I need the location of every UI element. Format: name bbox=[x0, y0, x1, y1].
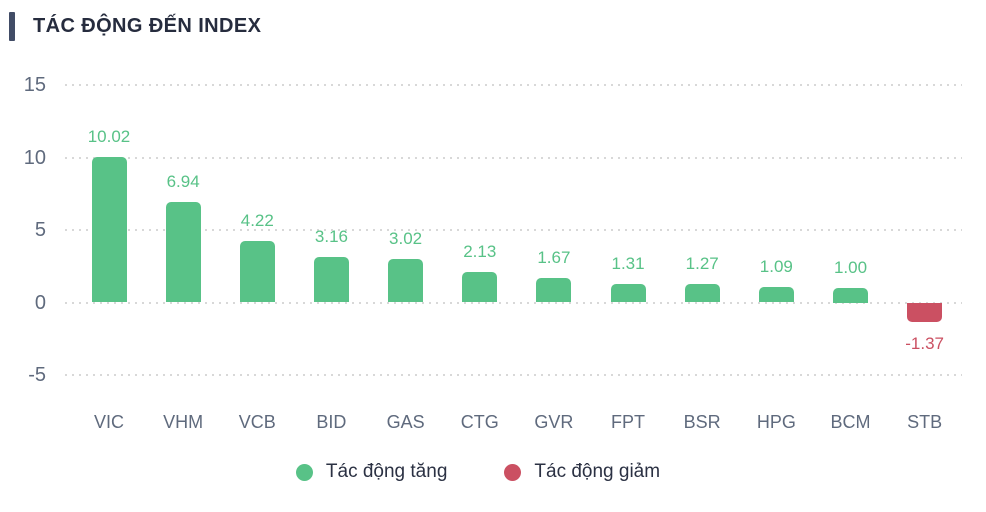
x-axis-label-VCB: VCB bbox=[238, 412, 276, 432]
bar-GVR[interactable] bbox=[536, 278, 572, 303]
bar-value-label-BSR: 1.27 bbox=[685, 254, 719, 274]
x-axis-label-HPG: HPG bbox=[756, 412, 796, 432]
legend: Tác động tăng Tác động giảm bbox=[0, 461, 986, 483]
bar-value-label-BCM: 1.00 bbox=[833, 258, 868, 277]
bar-BID[interactable] bbox=[313, 256, 349, 303]
legend-item-positive[interactable]: Tác động tăng bbox=[295, 461, 448, 483]
x-axis-label-VIC: VIC bbox=[93, 412, 124, 432]
bar-VCB[interactable] bbox=[239, 241, 275, 303]
bar-BCM[interactable] bbox=[833, 288, 868, 303]
gridline bbox=[65, 229, 962, 231]
bar-value-label-VHM: 6.94 bbox=[166, 171, 200, 191]
y-axis-label: 5 bbox=[34, 219, 46, 241]
bar-VIC[interactable] bbox=[91, 157, 127, 303]
bar-BSR[interactable] bbox=[684, 284, 720, 303]
bar-HPG[interactable] bbox=[758, 286, 794, 303]
x-axis-label-GVR: GVR bbox=[534, 412, 574, 432]
legend-item-negative[interactable]: Tác động giảm bbox=[504, 461, 660, 483]
gridline bbox=[65, 374, 962, 376]
legend-dot-positive-icon bbox=[295, 463, 313, 481]
bar-value-label-VIC: 10.02 bbox=[87, 127, 131, 147]
chart-title: TÁC ĐỘNG ĐẾN INDEX bbox=[33, 15, 262, 37]
gridline bbox=[65, 156, 962, 159]
legend-label-positive: Tác động tăng bbox=[325, 461, 448, 482]
x-axis-label-BID: BID bbox=[316, 412, 347, 432]
bar-value-label-HPG: 1.09 bbox=[759, 256, 793, 276]
bar-value-label-VCB: 4.22 bbox=[240, 211, 274, 231]
bar-value-label-BID: 3.16 bbox=[314, 226, 348, 246]
x-axis-label-BCM: BCM bbox=[830, 412, 871, 432]
y-axis-label: 15 bbox=[23, 74, 46, 96]
gridline bbox=[65, 84, 962, 86]
x-axis-label-GAS: GAS bbox=[386, 412, 425, 432]
x-axis-label-VHM: VHM bbox=[163, 412, 204, 432]
bar-value-label-STB: -1.37 bbox=[905, 334, 945, 354]
bar-CTG[interactable] bbox=[462, 271, 498, 303]
x-axis-label-BSR: BSR bbox=[683, 412, 721, 432]
gridline bbox=[65, 301, 962, 304]
legend-dot-negative-icon bbox=[504, 463, 522, 481]
legend-label-negative: Tác động giảm bbox=[534, 461, 661, 482]
title-accent-bar bbox=[9, 12, 15, 41]
bar-value-label-GAS: 3.02 bbox=[389, 228, 423, 248]
bar-value-label-GVR: 1.67 bbox=[537, 248, 571, 268]
y-axis-label: 10 bbox=[23, 146, 46, 169]
x-axis-label-CTG: CTG bbox=[460, 412, 499, 432]
chart-header: TÁC ĐỘNG ĐẾN INDEX bbox=[9, 12, 261, 41]
bar-FPT[interactable] bbox=[610, 283, 646, 303]
bar-VHM[interactable] bbox=[165, 201, 201, 303]
bar-STB[interactable] bbox=[907, 302, 943, 323]
bar-GAS[interactable] bbox=[388, 258, 424, 303]
y-axis-label: 0 bbox=[34, 291, 46, 314]
bar-value-label-CTG: 2.13 bbox=[463, 241, 497, 261]
y-axis-label: -5 bbox=[28, 364, 46, 386]
x-axis-label-STB: STB bbox=[907, 412, 943, 432]
bar-value-label-FPT: 1.31 bbox=[611, 253, 645, 273]
x-axis-label-FPT: FPT bbox=[611, 412, 646, 432]
